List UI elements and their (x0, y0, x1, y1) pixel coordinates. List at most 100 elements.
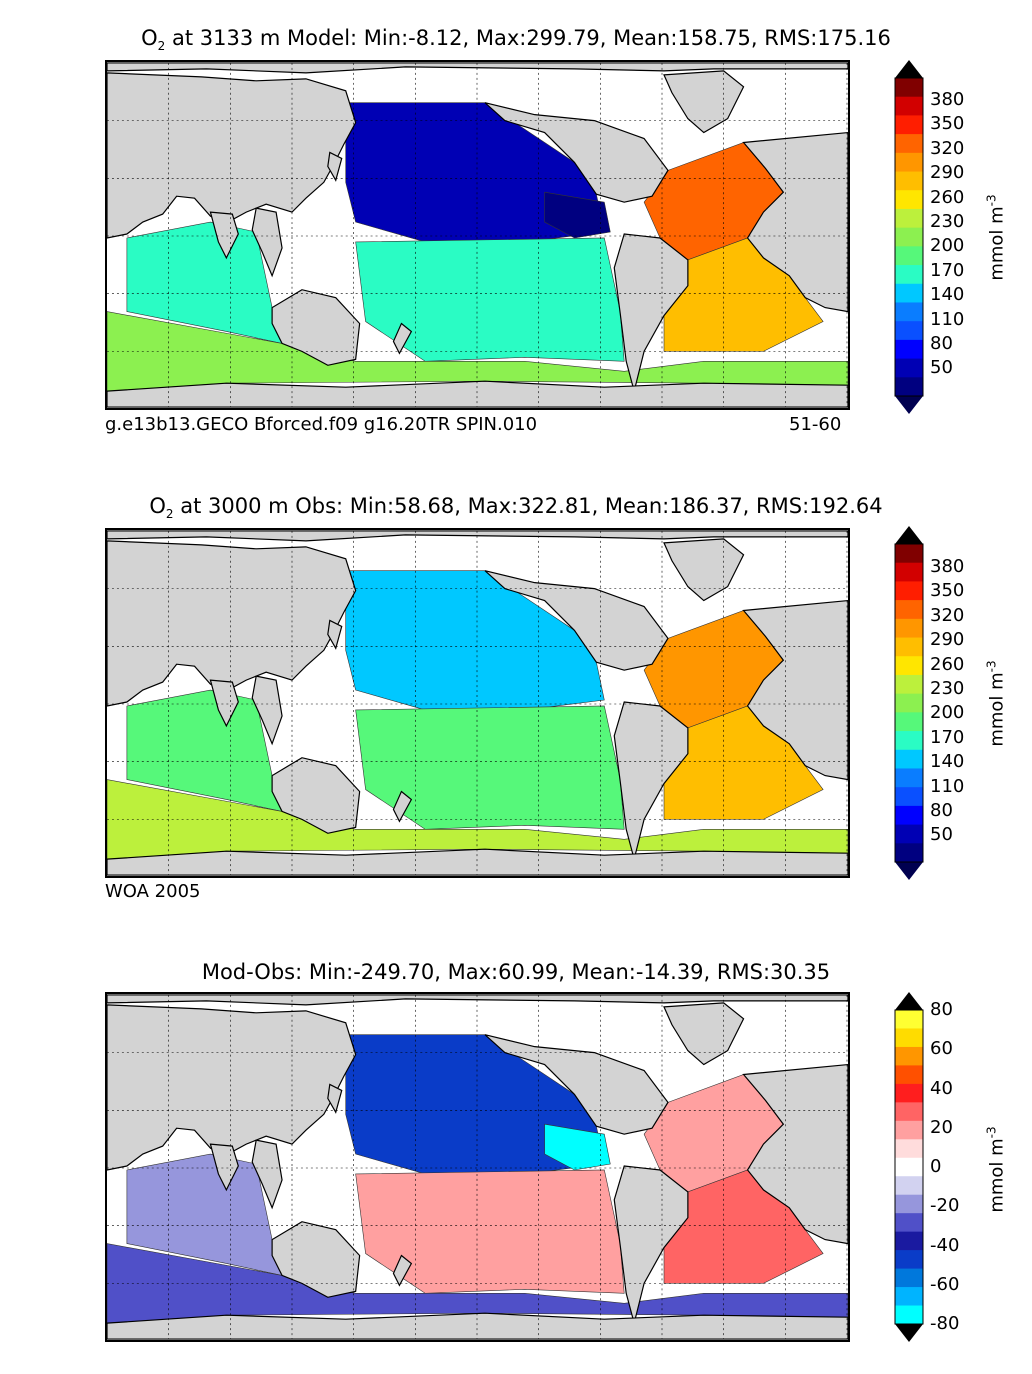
colorbar-segment (895, 115, 923, 135)
map-canvas-2 (107, 530, 848, 876)
colorbar-svg (894, 992, 924, 1342)
colorbar-tick-label: 0 (930, 1156, 942, 1177)
land-mass (107, 1312, 848, 1340)
colorbar-segment (895, 693, 923, 713)
panel1-title: O2 at 3133 m Model: Min:-8.12, Max:299.7… (141, 26, 891, 54)
map-canvas-1 (107, 62, 848, 408)
land-mass (327, 1083, 343, 1114)
colorbar-segment (895, 824, 923, 844)
colorbar-tick-label: 20 (930, 1116, 953, 1138)
colorbar-segment (895, 618, 923, 639)
panel1-colorbar-unit: mmol m-3 (984, 194, 1008, 281)
colorbar-segment (895, 1046, 923, 1066)
colorbar-tick-label: 60 (930, 1038, 953, 1060)
land-mass (107, 72, 357, 239)
colorbar-tick-label: 110 (930, 775, 965, 797)
colorbar-tick-label: 80 (930, 999, 953, 1020)
colorbar-under-arrow (895, 396, 923, 414)
colorbar-segment (895, 1194, 923, 1214)
colorbar-tick-label: 290 (930, 629, 965, 651)
panel2-colorbar (894, 526, 924, 880)
colorbar-over-arrow (895, 526, 923, 544)
colorbar-segment (895, 581, 923, 601)
land-mass (392, 1254, 413, 1287)
land-mass (251, 207, 283, 278)
colorbar-tick-label: 50 (930, 357, 953, 379)
colorbar-segment (895, 96, 923, 116)
colorbar-tick-label: 80 (930, 800, 953, 821)
land-mass (209, 679, 239, 728)
colorbar-svg (894, 526, 924, 880)
region-south-pacific (355, 237, 625, 362)
colorbar-segment (895, 637, 923, 657)
land-mass (327, 151, 343, 182)
panel2-source-caption: WOA 2005 (105, 881, 201, 902)
colorbar-segment (895, 302, 923, 322)
panel2-map (105, 528, 850, 878)
colorbar-tick-label: 320 (930, 604, 965, 626)
panel1-years-caption: 51-60 (789, 414, 842, 435)
colorbar-tick-label: 40 (930, 1077, 953, 1099)
land-mass (392, 322, 413, 355)
colorbar-frame (894, 543, 924, 863)
colorbar-tick-label: 380 (930, 556, 965, 577)
land-mass (107, 530, 848, 542)
colorbar-frame (894, 77, 924, 397)
colorbar-tick-label: 260 (930, 186, 965, 208)
colorbar-tick-label: 170 (930, 259, 965, 281)
colorbar-under-arrow (895, 862, 923, 880)
colorbar-segment (895, 358, 923, 378)
colorbar-tick-label: 80 (930, 333, 953, 354)
colorbar-segment (895, 749, 923, 769)
panel2-colorbar-unit: mmol m-3 (984, 660, 1008, 747)
land-mass (209, 211, 239, 260)
colorbar-segment (895, 152, 923, 173)
colorbar-segment (895, 1268, 923, 1288)
colorbar-tick-label: 170 (930, 726, 965, 748)
colorbar-frame (894, 1009, 924, 1325)
land-mass (742, 131, 848, 313)
colorbar-segment (895, 283, 923, 303)
land-mass (484, 102, 669, 203)
colorbar-segment (895, 190, 923, 210)
land-mass (107, 540, 357, 707)
colorbar-tick-label: 380 (930, 89, 965, 110)
colorbar-segment (895, 227, 923, 247)
colorbar-segment (895, 712, 923, 732)
land-mass (271, 757, 361, 834)
colorbar-tick-label: 230 (930, 678, 965, 699)
colorbar-segment (895, 1139, 923, 1159)
colorbar-segment (895, 1231, 923, 1251)
panel3-colorbar-unit: mmol m-3 (984, 1126, 1008, 1213)
colorbar-segment (895, 1250, 923, 1270)
land-mass (663, 1002, 745, 1066)
colorbar-segment (895, 321, 923, 341)
region-east-tropical-pacific (544, 1123, 611, 1171)
colorbar-segment (895, 1010, 923, 1029)
colorbar-segment (895, 1287, 923, 1307)
colorbar-segment (895, 1028, 923, 1048)
colorbar-tick-label: -80 (930, 1313, 960, 1334)
land-mass (251, 675, 283, 746)
colorbar-svg (894, 60, 924, 414)
colorbar-segment (895, 1120, 923, 1140)
map-canvas-3 (107, 994, 848, 1340)
colorbar-segment (895, 171, 923, 191)
land-mass (107, 62, 848, 74)
panel1-source-caption: g.e13b13.GECO Bforced.f09 g16.20TR SPIN.… (105, 414, 538, 435)
colorbar-segment (895, 78, 923, 98)
colorbar-segment (895, 600, 923, 620)
colorbar-tick-label: 230 (930, 211, 965, 232)
colorbar-tick-label: 290 (930, 162, 965, 184)
colorbar-segment (895, 805, 923, 826)
colorbar-segment (895, 1305, 923, 1325)
region-north-pacific (345, 102, 605, 243)
colorbar-tick-label: -40 (930, 1234, 960, 1256)
colorbar-over-arrow (895, 992, 923, 1010)
region-south-pacific (355, 705, 625, 830)
colorbar-segment (895, 1176, 923, 1196)
colorbar-segment (895, 674, 923, 695)
land-mass (107, 380, 848, 408)
land-mass (271, 289, 361, 366)
land-mass (271, 1221, 361, 1298)
